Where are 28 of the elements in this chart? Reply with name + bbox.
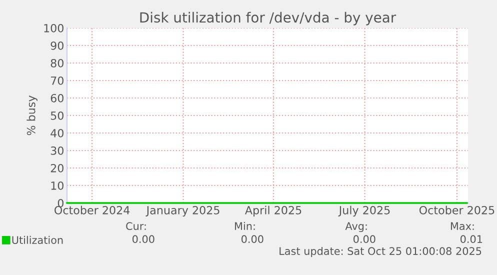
text: Avg:: [345, 222, 367, 232]
text: Max:: [450, 222, 474, 230]
y-tick-label: 50: [50, 111, 64, 120]
text: Last update: Sat Oct 25 01:00:08 2025: [280, 246, 482, 258]
text: 0.01: [460, 235, 482, 244]
x-tick-label: April 2025: [245, 206, 302, 217]
chart-title: Disk utilization for /dev/vda - by year: [140, 12, 396, 26]
y-axis-title: % busy: [26, 96, 38, 136]
y-tick-label: 70: [50, 76, 64, 85]
text: 0.00: [353, 235, 376, 244]
text: Min:: [235, 222, 255, 230]
y-tick-label: 40: [50, 128, 64, 138]
y-tick-label: 60: [50, 94, 64, 102]
x-tick-label: October 2025: [419, 206, 494, 214]
x-tick-label: October 2024: [54, 206, 130, 214]
y-tick-label: 30: [50, 146, 64, 155]
y-tick-label: 0: [58, 198, 64, 208]
x-tick-label: January 2025: [146, 206, 220, 217]
text: Cur:: [126, 222, 146, 230]
x-tick-label: July 2025: [338, 206, 390, 217]
text: 0.00: [241, 235, 264, 244]
y-tick-label: 100: [44, 24, 64, 32]
text: 0.00: [132, 235, 154, 244]
y-tick-label: 80: [50, 58, 64, 68]
legend-label: Utilization: [12, 236, 63, 244]
y-tick-label: 10: [51, 181, 64, 190]
y-tick-label: 20: [50, 164, 64, 172]
y-tick-label: 90: [50, 41, 64, 50]
